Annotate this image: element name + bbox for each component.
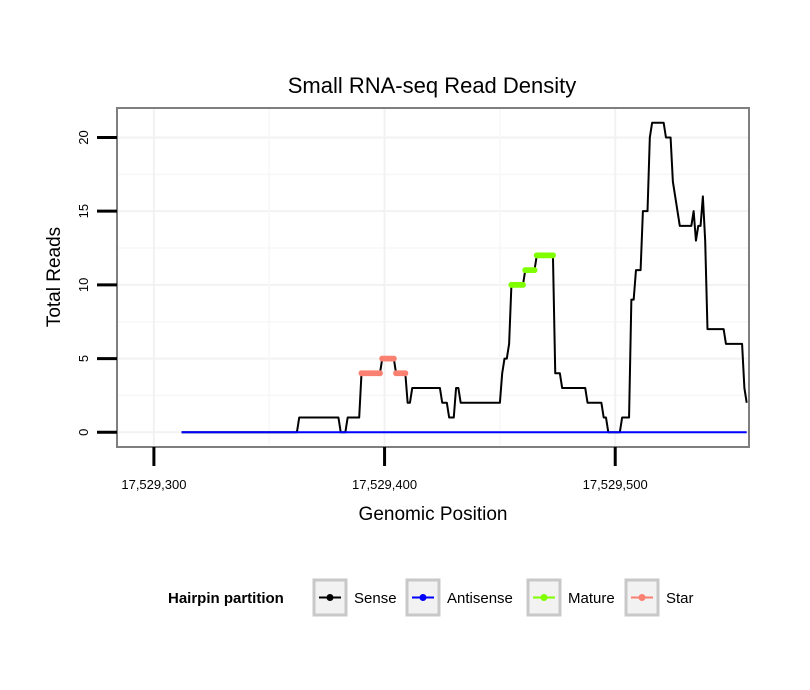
legend-label-antisense: Antisense (447, 590, 513, 607)
y-tick-label: 0 (76, 429, 91, 436)
legend-entry-antisense: Antisense (405, 578, 513, 617)
y-tick-label: 15 (76, 204, 91, 218)
legend-entry-sense: Sense (312, 578, 397, 617)
x-axis: 17,529,300 17,529,400 17,529,500 (121, 447, 648, 492)
legend-entries: Sense Antisense Mature Star (312, 578, 694, 617)
legend: Hairpin partition Sense Antisense Mature St… (168, 578, 694, 617)
data-point-star (390, 355, 397, 362)
y-axis: 0 5 10 15 20 (76, 130, 117, 436)
x-axis-label: Genomic Position (359, 504, 508, 525)
legend-key-point (540, 594, 548, 601)
y-axis-label: Total Reads (44, 227, 65, 327)
legend-key-point (326, 594, 334, 601)
y-tick-label: 5 (76, 355, 91, 362)
y-tick-label: 20 (76, 130, 91, 144)
legend-title: Hairpin partition (168, 590, 284, 607)
series-layer (181, 121, 748, 434)
data-point-mature (519, 281, 526, 288)
legend-entry-star: Star (624, 578, 694, 617)
legend-key-point (638, 594, 646, 601)
legend-label-sense: Sense (354, 590, 397, 607)
series-sense (181, 121, 748, 434)
data-point-mature (549, 252, 556, 259)
grid-lines (117, 108, 749, 447)
legend-key-point (419, 594, 427, 601)
x-tick-label: 17,529,500 (583, 477, 648, 492)
x-tick-label: 17,529,400 (352, 477, 417, 492)
series-mature (508, 252, 556, 288)
y-tick-label: 10 (76, 278, 91, 292)
plot-panel-border (116, 107, 750, 448)
data-point-star (402, 370, 409, 377)
legend-label-star: Star (666, 590, 694, 607)
series-star (358, 355, 409, 377)
series-line-sense (181, 121, 748, 434)
chart-title: Small RNA-seq Read Density (288, 73, 577, 98)
data-point-mature (531, 267, 538, 274)
legend-label-mature: Mature (568, 590, 615, 607)
data-point-star (376, 370, 383, 377)
legend-entry-mature: Mature (526, 578, 615, 617)
x-tick-label: 17,529,300 (121, 477, 186, 492)
